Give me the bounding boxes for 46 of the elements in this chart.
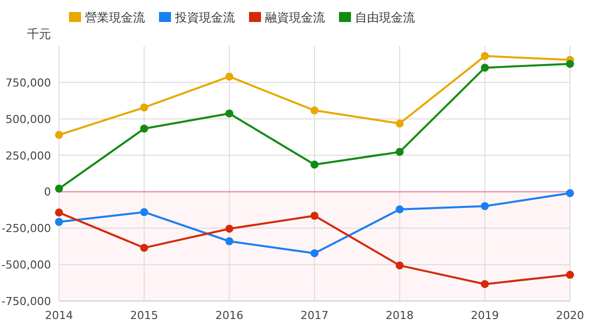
y-tick-label: -750,000 (2, 295, 51, 308)
point (310, 160, 318, 169)
point (480, 280, 489, 288)
point (566, 270, 574, 279)
point (480, 64, 489, 72)
y-tick-label: 500,000 (6, 112, 51, 126)
point (55, 184, 63, 193)
legend-label: 融資現金流 (265, 10, 325, 24)
point (310, 249, 318, 258)
point (480, 202, 489, 210)
point (55, 218, 63, 226)
point (140, 208, 148, 216)
x-tick-label: 2020 (556, 309, 584, 322)
point (55, 130, 63, 139)
point (396, 205, 404, 214)
point (566, 60, 574, 68)
point (396, 148, 404, 156)
point (225, 72, 234, 81)
point (55, 208, 63, 217)
legend-label: 自由現金流 (355, 10, 415, 24)
point (140, 103, 148, 112)
point (140, 124, 148, 133)
y-tick-label: -250,000 (2, 222, 51, 236)
point (225, 109, 234, 118)
point (310, 106, 318, 114)
point (310, 212, 318, 220)
legend-label: 營業現金流 (85, 10, 145, 24)
legend-label: 投資現金流 (174, 10, 235, 24)
point (396, 120, 404, 128)
x-tick-label: 2018 (386, 309, 414, 322)
point (225, 224, 234, 233)
point (480, 52, 489, 60)
point (140, 244, 148, 252)
y-tick-label: 250,000 (6, 149, 51, 162)
x-tick-label: 2014 (45, 309, 73, 322)
x-tick-label: 2015 (130, 309, 158, 322)
y-tick-label: -500,000 (2, 258, 51, 272)
y-tick-label: 0 (44, 186, 51, 199)
point (225, 237, 234, 246)
y-axis-title: 千元 (27, 27, 51, 41)
point (396, 261, 404, 270)
x-tick-label: 2016 (215, 309, 244, 322)
x-tick-label: 2017 (300, 309, 328, 322)
x-tick-label: 2019 (470, 309, 499, 322)
point (566, 189, 574, 198)
y-tick-label: 750,000 (6, 76, 51, 90)
